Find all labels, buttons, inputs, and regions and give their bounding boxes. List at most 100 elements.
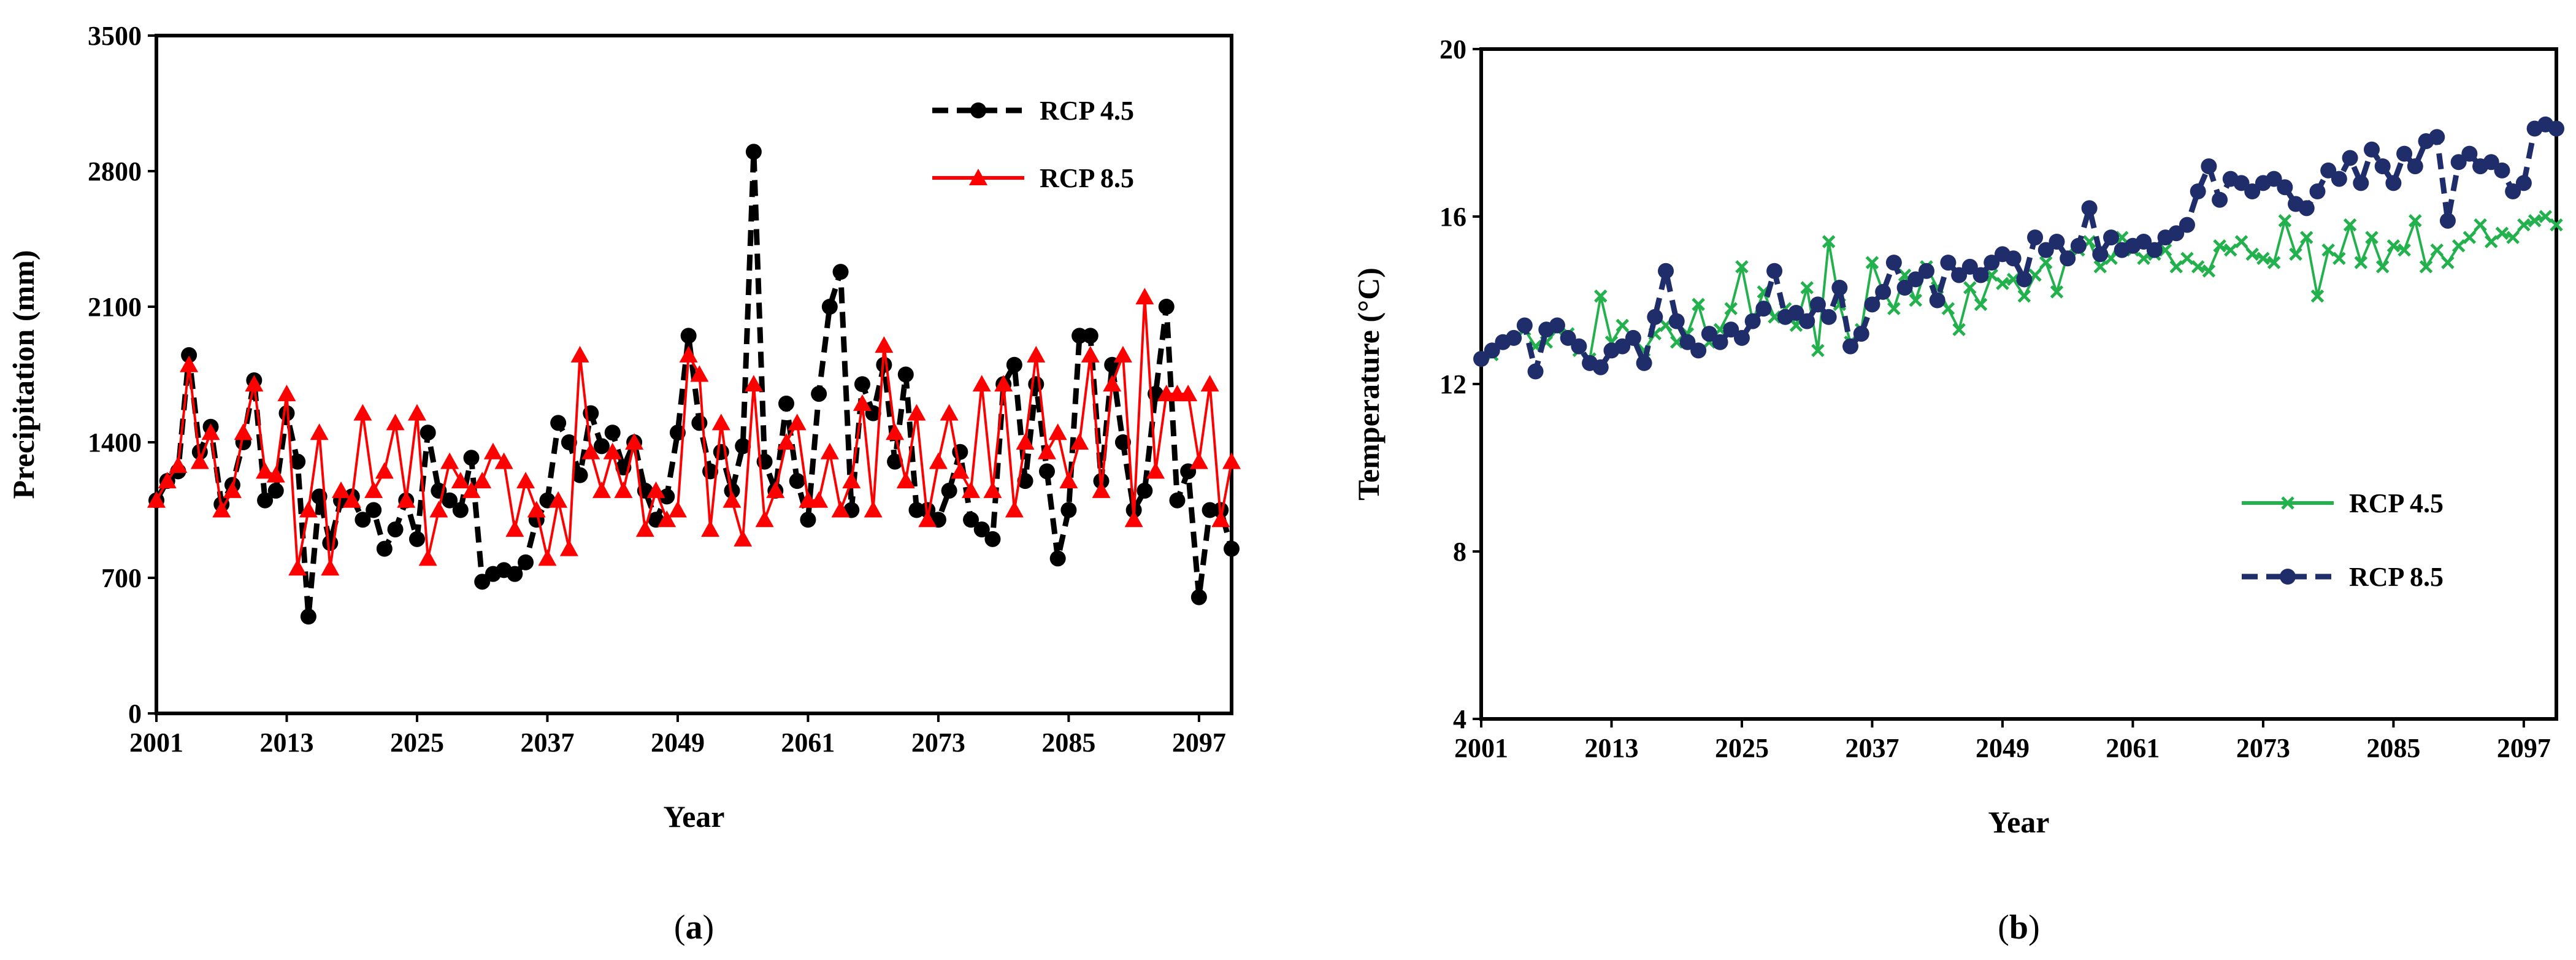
data-point: [181, 347, 197, 363]
data-point: [1853, 326, 1869, 342]
data-point: [2027, 229, 2044, 246]
data-point: [811, 386, 827, 402]
data-point: [223, 481, 242, 498]
data-point: [2039, 256, 2053, 269]
data-point: [2299, 231, 2313, 244]
x-tick-label: 2085: [1041, 728, 1095, 758]
data-point: [2115, 231, 2129, 244]
data-point: [321, 559, 340, 576]
legend-marker: [969, 169, 987, 185]
data-point: [711, 413, 730, 431]
data-point: [679, 345, 698, 363]
data-point: [310, 423, 329, 440]
data-point: [2450, 154, 2467, 171]
data-point: [364, 481, 383, 498]
x-tick-label: 2037: [520, 728, 574, 758]
data-point: [1766, 263, 1783, 279]
data-point: [1135, 288, 1154, 305]
data-point: [800, 512, 816, 528]
data-point: [2550, 218, 2563, 232]
data-point: [2333, 252, 2346, 266]
data-point: [1614, 338, 1631, 355]
data-point: [1669, 335, 1684, 349]
data-point: [963, 512, 979, 528]
data-point: [1179, 385, 1198, 402]
y-tick-label: 700: [101, 563, 142, 593]
x-tick-label: 2073: [2236, 733, 2290, 763]
data-point: [2136, 233, 2152, 250]
data-point: [507, 566, 523, 582]
data-point: [2505, 183, 2521, 200]
data-point: [1744, 313, 1761, 329]
data-point: [2016, 271, 2033, 288]
data-point: [570, 345, 589, 363]
data-point: [918, 510, 937, 528]
data-point: [723, 491, 742, 508]
data-point: [887, 453, 903, 470]
y-tick-label: 20: [1439, 34, 1466, 64]
data-point: [147, 491, 166, 508]
x-tick-label: 2013: [1584, 733, 1638, 763]
data-point: [2093, 260, 2107, 274]
data-point: [2070, 237, 2087, 254]
legend-label: RCP 4.5: [2349, 488, 2444, 518]
x-tick-label: 2025: [390, 728, 444, 758]
precipitation-chart: 0 700 1400 2100 2800 3500 2001 2013 2025 2037 2049…: [6, 21, 1241, 947]
y-tick-label: 12: [1439, 369, 1466, 399]
data-point: [691, 415, 708, 431]
legend-label: RCP 8.5: [2349, 562, 2444, 592]
data-point: [1038, 463, 1055, 480]
data-point: [1679, 334, 1696, 350]
data-point: [2158, 243, 2172, 257]
x-tick-label: 2097: [1172, 728, 1226, 758]
data-point: [538, 549, 557, 566]
data-point: [1658, 263, 1674, 279]
data-point: [1473, 351, 1489, 367]
data-point: [527, 501, 546, 518]
data-point: [690, 365, 709, 382]
data-point: [2310, 289, 2325, 303]
data-point: [2137, 252, 2150, 266]
data-point: [190, 452, 209, 469]
data-point: [842, 472, 861, 489]
data-point: [962, 481, 981, 498]
panel-label-letter: b: [2009, 908, 2028, 947]
data-point: [2451, 239, 2466, 253]
data-point: [407, 404, 426, 421]
data-point: [2354, 256, 2368, 269]
data-point: [1048, 423, 1067, 440]
data-point: [2169, 260, 2183, 274]
data-point: [1733, 329, 1750, 346]
data-point: [1724, 302, 1738, 315]
series-line: [155, 296, 1233, 570]
data-point: [1985, 268, 1998, 282]
data-point: [386, 413, 405, 431]
data-point: [277, 385, 296, 402]
data-point: [518, 554, 534, 570]
data-point: [994, 375, 1013, 392]
data-point: [635, 520, 654, 537]
data-point: [1516, 317, 1533, 334]
data-point: [257, 492, 274, 509]
plot-frame: [155, 34, 1233, 715]
x-tick-label: 2025: [1715, 733, 1769, 763]
data-point: [1963, 281, 1977, 294]
data-point: [1701, 326, 1717, 342]
data-point: [387, 521, 404, 538]
data-point: [2081, 200, 2098, 217]
data-point: [614, 481, 633, 498]
data-point: [2224, 243, 2237, 257]
data-point: [657, 510, 677, 528]
y-axis-title: Temperature (°C): [1351, 267, 1386, 501]
y-tick-label: 16: [1439, 202, 1466, 232]
data-point: [854, 376, 870, 393]
data-point: [451, 472, 470, 489]
data-point: [1060, 502, 1077, 518]
data-point: [2342, 150, 2358, 166]
data-point: [2430, 243, 2444, 257]
data-point: [2495, 226, 2509, 240]
data-point: [2321, 243, 2335, 257]
data-point: [604, 424, 621, 441]
data-point: [832, 264, 849, 280]
data-point: [1865, 256, 1879, 269]
